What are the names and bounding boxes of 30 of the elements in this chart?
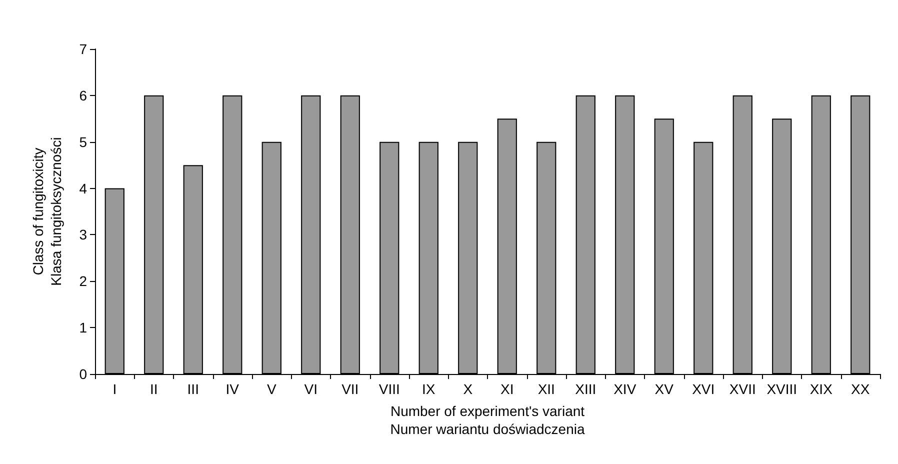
x-tick-label: XX — [851, 381, 870, 397]
x-tick-label: VI — [304, 381, 318, 397]
x-tick-label: II — [150, 381, 158, 397]
y-tick-label: 6 — [79, 87, 88, 104]
x-tick-label: VIII — [378, 381, 400, 397]
y-tick-label: 3 — [79, 226, 88, 243]
y-tick-label: 7 — [79, 41, 88, 57]
y-axis-title: Class of fungitoxicity Klasa fungitoksyczności — [30, 137, 64, 286]
x-tick-label: XIII — [575, 381, 596, 397]
x-tick-label: XVIII — [766, 381, 798, 397]
x-tick-label: XII — [538, 381, 555, 397]
y-tick-label: 2 — [79, 273, 88, 290]
x-tick-label: IX — [422, 381, 436, 397]
y-tick-label: 0 — [79, 366, 88, 382]
x-tick-label: XV — [654, 381, 674, 397]
x-tick-label: VII — [342, 381, 359, 397]
y-tick-label: 1 — [79, 320, 88, 336]
x-axis-title: Number of experiment's variant Numer wariantu doświadczenia — [390, 403, 585, 437]
x-tick-label: III — [187, 381, 199, 397]
x-tick-label: XIX — [810, 381, 834, 397]
x-tick-label: IV — [226, 381, 240, 397]
x-tick-label: XI — [500, 381, 514, 397]
x-tick-label: XVI — [692, 381, 715, 397]
x-tick-label: XIV — [614, 381, 637, 397]
x-tick-label: V — [266, 381, 277, 397]
x-tick-label: XVII — [729, 381, 756, 397]
y-tick-label: 5 — [79, 134, 88, 150]
x-tick-label: X — [463, 381, 474, 397]
y-tick-label: 4 — [79, 180, 88, 196]
x-tick-label: I — [112, 381, 117, 397]
